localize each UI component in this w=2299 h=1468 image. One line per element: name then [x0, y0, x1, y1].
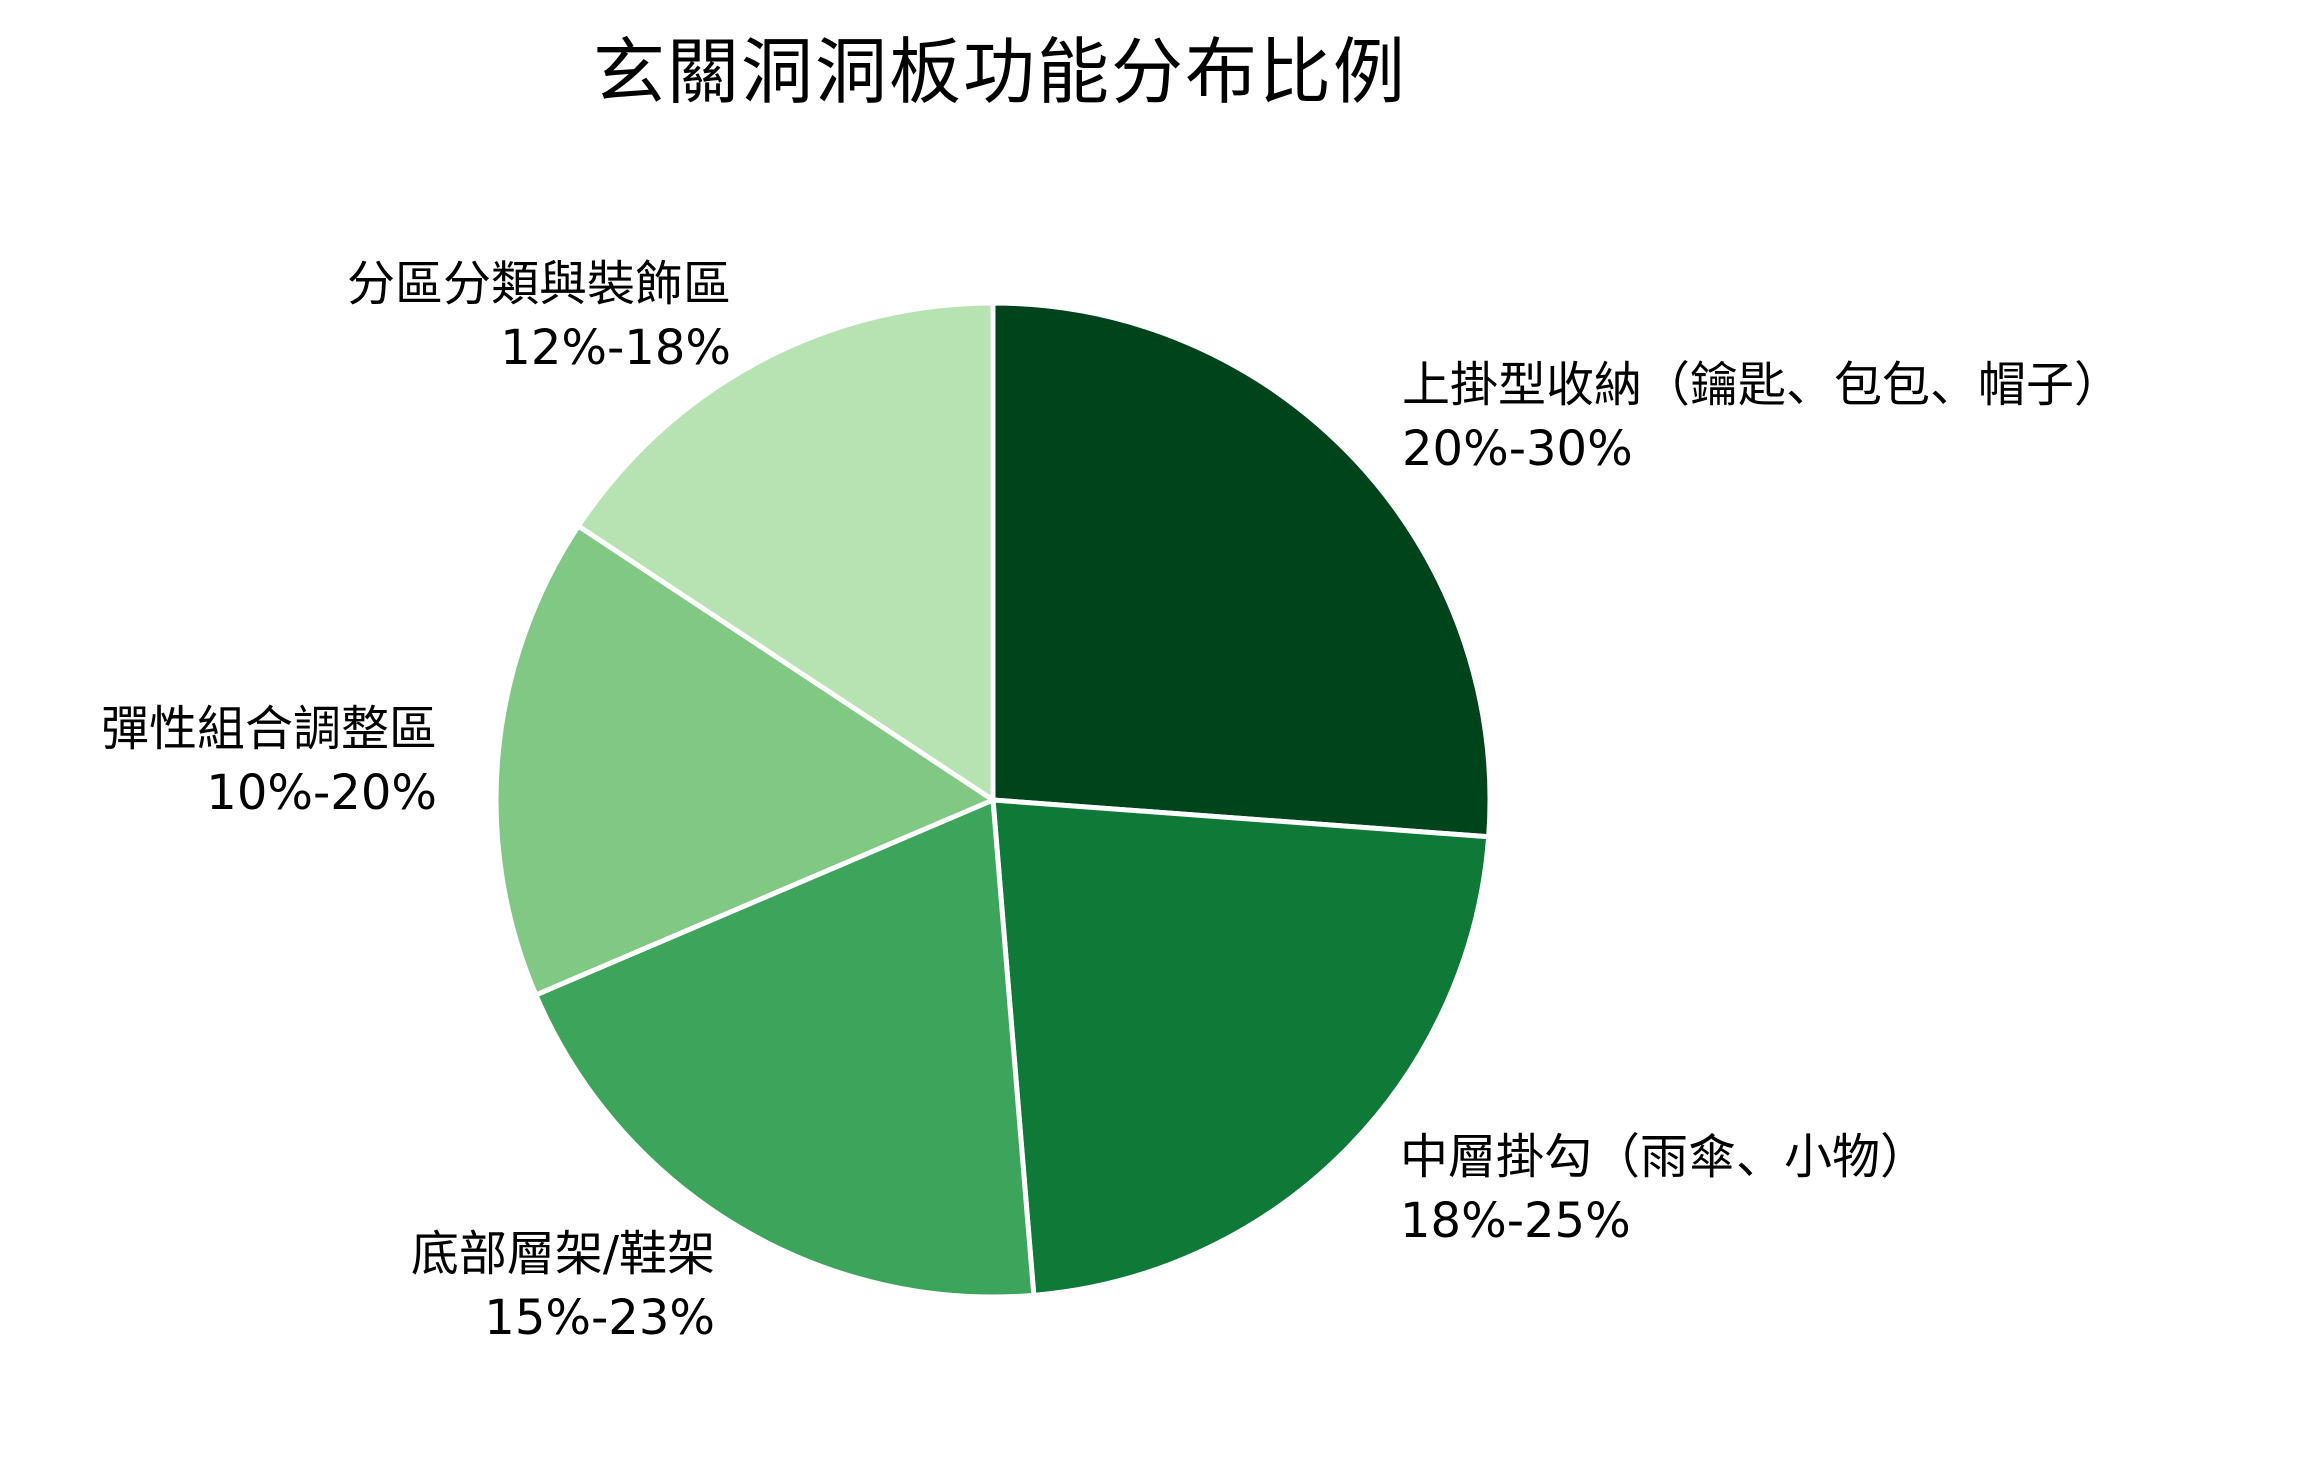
slice-label-range: 10%-20% [206, 765, 437, 821]
slice-label-middle-hooks: 中層掛勾（雨傘、小物） 18%-25% [1400, 1125, 1928, 1253]
chart-title: 玄關洞洞板功能分布比例 [592, 30, 1407, 114]
slice-label-name: 中層掛勾（雨傘、小物） [1400, 1129, 1929, 1185]
slice-label-bottom-shelf: 底部層架/鞋架 15%-23% [411, 1222, 715, 1350]
slice-label-range: 20%-30% [1402, 421, 1633, 477]
slice-label-range: 18%-25% [1400, 1193, 1631, 1249]
slice-bottom-shelf [533, 797, 1037, 1300]
slice-flexible-zone [493, 523, 996, 998]
slice-upper-hanging [990, 300, 1493, 840]
slice-zoning-decor [575, 300, 996, 803]
slice-label-flexible-zone: 彈性組合調整區 10%-20% [101, 697, 437, 825]
slice-label-upper-hanging: 上掛型收納（鑰匙、包包、帽子） 20%-30% [1402, 353, 2122, 481]
pie-slices [493, 300, 1493, 1300]
slice-label-zoning-decor: 分區分類與裝飾區 12%-18% [347, 252, 731, 380]
slice-label-range: 15%-23% [484, 1290, 715, 1346]
slice-label-name: 底部層架/鞋架 [410, 1226, 715, 1282]
slice-label-name: 彈性組合調整區 [100, 701, 437, 757]
slice-label-name: 分區分類與裝飾區 [346, 256, 731, 312]
slice-label-range: 12%-18% [500, 320, 731, 376]
slice-label-name: 上掛型收納（鑰匙、包包、帽子） [1402, 357, 2123, 413]
slice-middle-hooks [990, 797, 1492, 1298]
